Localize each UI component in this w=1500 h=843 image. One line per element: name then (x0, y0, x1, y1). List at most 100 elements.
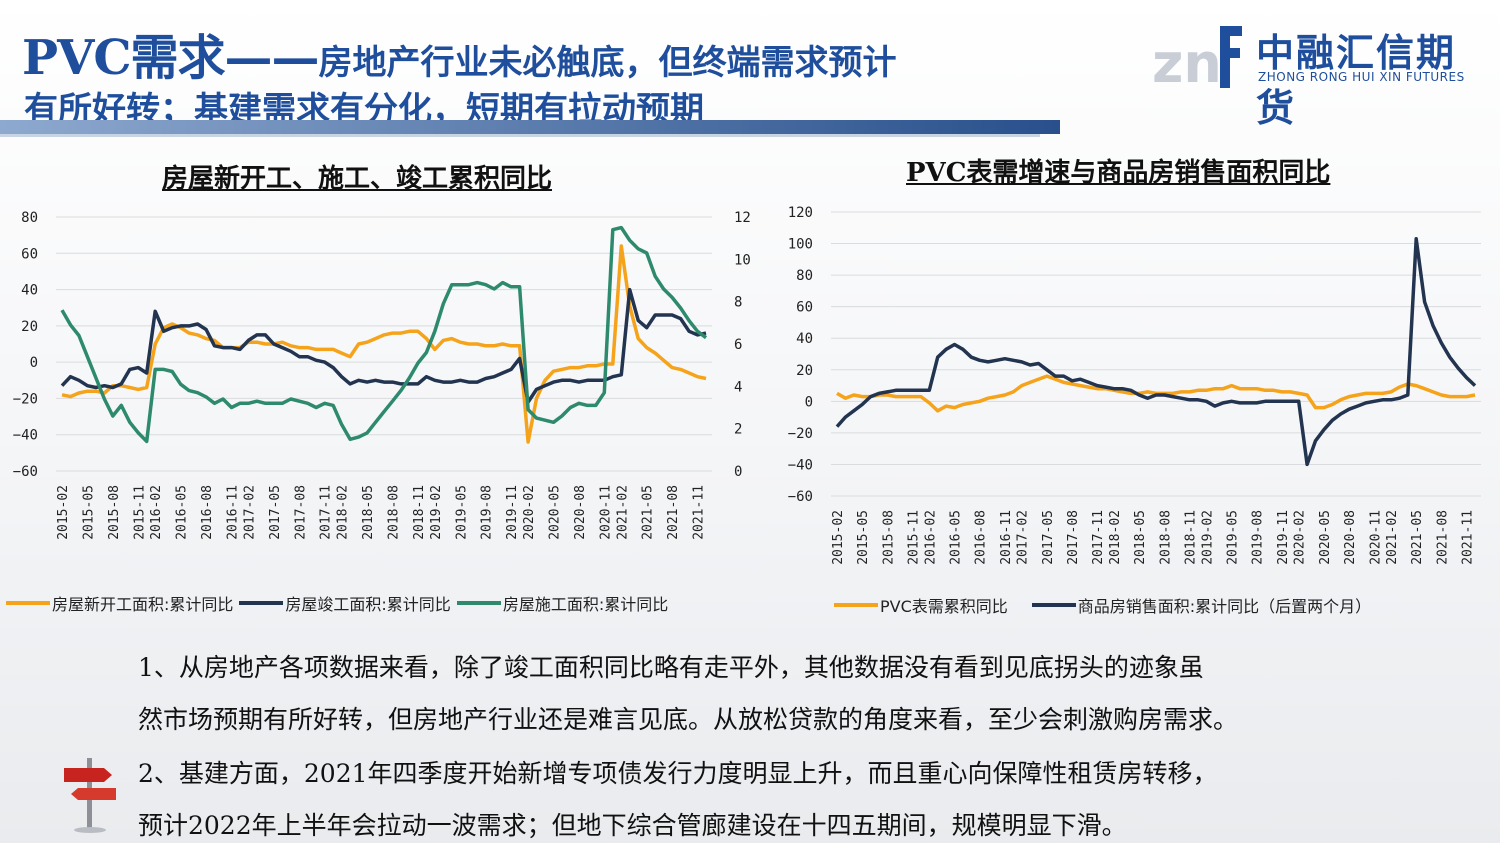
legend-swatch-teal (456, 601, 501, 605)
legend-label: PVC表需累积同比 (880, 597, 1008, 616)
company-logo: zn 中融汇信期货 ZHONG RONG HUI XIN FUTURES (1150, 20, 1470, 130)
x-tick-label: 2015-05 (81, 485, 96, 540)
x-tick-label: 2021-08 (1435, 510, 1450, 565)
x-tick-label: 2020-02 (1293, 510, 1308, 565)
y-tick-label: 80 (21, 210, 38, 226)
y-tick-label: 100 (788, 237, 813, 253)
legend-item-new-start: 房屋新开工面积:累计同比 (6, 591, 233, 615)
x-tick-label: 2017-02 (242, 485, 257, 540)
x-tick-label: 2020-02 (522, 485, 537, 540)
title-underline-thin (0, 134, 1040, 137)
y-right-tick-label: 10 (734, 252, 751, 268)
signpost-icon (64, 758, 116, 833)
series-line (61, 244, 707, 444)
x-tick-label: 2015-11 (907, 510, 922, 565)
y-tick-label: 80 (796, 268, 813, 284)
x-tick-label: 2018-08 (1158, 510, 1173, 565)
y-tick-label: 0 (30, 355, 38, 371)
x-tick-label: 2016-11 (999, 510, 1014, 565)
y-right-tick-label: 6 (734, 337, 742, 353)
x-tick-label: 2019-05 (1226, 510, 1241, 565)
x-tick-label: 2021-08 (666, 485, 681, 540)
y-tick-label: −60 (788, 489, 813, 505)
x-tick-label: 2016-08 (974, 510, 989, 565)
x-tick-label: 2020-08 (1343, 510, 1358, 565)
x-tick-label: 2017-02 (1016, 510, 1031, 565)
slide-title-line1: PVC需求——房地产行业未必触底，但终端需求预计 (22, 18, 897, 88)
legend-swatch-orange (6, 601, 50, 605)
x-tick-label: 2015-05 (856, 510, 871, 565)
y-tick-label: −40 (13, 428, 38, 444)
x-tick-label: 2020-05 (547, 485, 562, 540)
logo-name-cn: 中融汇信期货 (1256, 31, 1457, 130)
x-tick-label: 2021-11 (692, 485, 707, 540)
x-tick-label: 2017-08 (293, 485, 308, 540)
x-tick-label: 2019-08 (480, 485, 495, 540)
legend-label: 商品房销售面积:累计同比（后置两个月） (1077, 597, 1372, 616)
chart-right: 120 100 80 60 40 20 0 −20 −40 −60 2015-02 2015-05 20… (788, 205, 1481, 565)
x-tick-label: 2018-02 (336, 485, 351, 540)
paragraph-2-line-2: 预计2022年上半年会拉动一波需求；但地下综合管廊建设在十四五期间，规模明显下滑… (138, 811, 1127, 840)
y-tick-label: −40 (788, 457, 813, 473)
y-tick-label: 40 (21, 283, 38, 299)
series-line (60, 225, 708, 444)
x-tick-label: 2015-08 (107, 485, 122, 540)
slide-header: PVC需求——房地产行业未必触底，但终端需求预计 有所好转；基建需求有分化，短期… (0, 0, 1500, 140)
y-right-tick-label: 0 (734, 464, 742, 480)
y-right-tick-label: 4 (734, 379, 742, 395)
y-right-tick-label: 12 (734, 210, 751, 226)
series-line (60, 287, 707, 404)
x-tick-label: 2019-02 (1200, 510, 1215, 565)
paragraph-2-line-1: 2、基建方面，2021年四季度开始新增专项债发行力度明显上升，而且重心向保障性租… (138, 759, 1218, 788)
y-tick-label: 20 (21, 319, 38, 335)
logo-mark-icon: zn (1152, 26, 1242, 95)
x-tick-label: 2021-02 (1385, 510, 1400, 565)
svg-text:zn: zn (1152, 32, 1222, 95)
paragraph-1-line-1: 1、从房地产各项数据来看，除了竣工面积同比略有走平外，其他数据没有看到见底拐头的… (138, 653, 1204, 682)
x-tick-label: 2020-05 (1318, 510, 1333, 565)
y-tick-label: 0 (805, 394, 813, 410)
x-tick-label: 2019-05 (454, 485, 469, 540)
x-tick-label: 2019-08 (1251, 510, 1266, 565)
y-tick-label: 60 (796, 300, 813, 316)
x-tick-label: 2017-05 (1041, 510, 1056, 565)
chart-right-legend: PVC表需累积同比 商品房销售面积:累计同比（后置两个月） (834, 593, 1377, 617)
x-tick-label: 2016-08 (200, 485, 215, 540)
legend-swatch-navy (1031, 603, 1076, 607)
x-tick-label: 2016-02 (923, 510, 938, 565)
x-tick-label: 2021-05 (1410, 510, 1425, 565)
x-tick-label: 2018-11 (1184, 510, 1199, 565)
x-tick-label: 2020-11 (598, 485, 613, 540)
x-tick-label: 2015-11 (132, 485, 147, 540)
logo-name-en: ZHONG RONG HUI XIN FUTURES (1258, 70, 1465, 84)
y-tick-label: 40 (796, 331, 813, 347)
title-underline-bar (0, 120, 1060, 134)
x-tick-label: 2015-08 (881, 510, 896, 565)
x-tick-label: 2015-02 (56, 485, 71, 540)
x-tick-label: 2017-05 (268, 485, 283, 540)
legend-item-pvc: PVC表需累积同比 (834, 593, 1008, 617)
x-tick-label: 2017-11 (319, 485, 334, 540)
slide-title-main: PVC需求—— (22, 30, 320, 86)
y-right-tick-label: 2 (734, 422, 742, 438)
x-tick-label: 2020-08 (573, 485, 588, 540)
x-tick-label: 2017-11 (1091, 510, 1106, 565)
paragraph-1-line-2: 然市场预期有所好转，但房地产行业还是难言见底。从放松贷款的角度来看，至少会刺激购… (138, 705, 1239, 734)
legend-item-construction: 房屋施工面积:累计同比 (456, 591, 669, 615)
x-tick-label: 2021-02 (615, 485, 630, 540)
series-line (835, 237, 1477, 467)
legend-label: 房屋施工面积:累计同比 (502, 595, 669, 614)
x-tick-label: 2016-02 (149, 485, 164, 540)
chart-right-title: PVC表需增速与商品房销售面积同比 (906, 158, 1331, 188)
y-tick-label: −20 (13, 391, 38, 407)
x-tick-label: 2018-11 (412, 485, 427, 540)
y-tick-label: 120 (788, 205, 813, 221)
legend-swatch-orange (834, 603, 878, 607)
x-tick-label: 2019-11 (505, 485, 520, 540)
x-tick-label: 2016-05 (949, 510, 964, 565)
slide-title-sub: 房地产行业未必触底，但终端需求预计 (318, 43, 897, 83)
chart-left-legend: 房屋新开工面积:累计同比 房屋竣工面积:累计同比 房屋施工面积:累计同比 (6, 591, 674, 615)
x-tick-label: 2019-02 (429, 485, 444, 540)
y-tick-label: 20 (796, 363, 813, 379)
chart-left-title: 房屋新开工、施工、竣工累积同比 (162, 164, 553, 194)
